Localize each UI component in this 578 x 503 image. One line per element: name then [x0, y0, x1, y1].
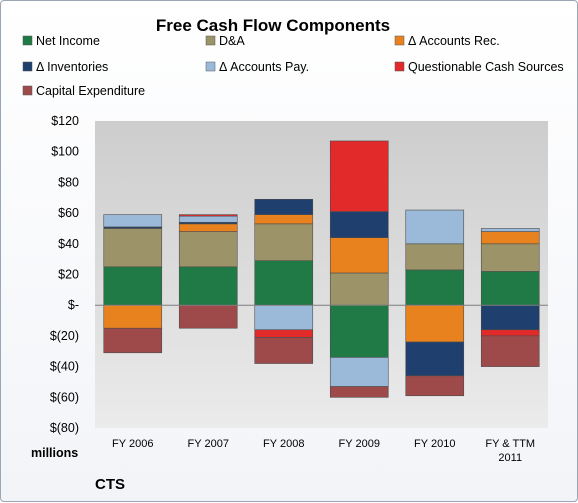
bar-segment-d-a [480, 243, 540, 272]
bar-segment-d-a [329, 272, 389, 306]
bar-segment-accounts-rec [405, 304, 465, 343]
y-tick-label: $60 [58, 206, 79, 220]
bar-segment-accounts-pay [480, 228, 540, 232]
x-category-label: FY 2010 [414, 438, 455, 450]
bar-stacks [103, 140, 540, 398]
legend-label-inventories: Δ Inventories [36, 60, 108, 74]
bar-segment-accounts-pay [405, 209, 465, 245]
y-tick-label: $120 [51, 114, 79, 128]
legend-label-accounts-rec: Δ Accounts Rec. [408, 34, 500, 48]
legend-label-accounts-pay: Δ Accounts Pay. [219, 60, 309, 74]
bar-segment-accounts-pay [103, 214, 163, 228]
bar-segment-net-income [254, 260, 314, 306]
legend-swatch-accounts-pay [205, 61, 216, 72]
bar-segment-capital-expenditure [178, 304, 238, 329]
legend-swatch-accounts-rec [394, 35, 405, 46]
y-tick-label: $(40) [50, 360, 79, 374]
bar-segment-inventories [254, 198, 314, 215]
legend-swatch-capital-expenditure [22, 85, 33, 96]
bar-segment-accounts-pay [254, 304, 314, 331]
bar-segment-questionable-cash-sources [480, 329, 540, 337]
y-tick-label: $80 [58, 175, 79, 189]
y-tick-label: $100 [51, 145, 79, 159]
x-category-label: FY & TTM 2011 [485, 438, 535, 464]
legend-swatch-inventories [22, 61, 33, 72]
bar-segment-net-income [405, 269, 465, 306]
legend-swatch-questionable-cash-sources [394, 61, 405, 72]
x-category-label: FY 2007 [188, 438, 229, 450]
y-axis-ticks: $120 $100 $80 $60 $40 $20 $- $(20) $(40) $(60) $(8… [50, 114, 79, 435]
bar-segment-questionable-cash-sources [329, 140, 389, 212]
bar-segment-d-a [103, 228, 163, 268]
unit-label: millions [31, 446, 78, 460]
bar-segment-capital-expenditure [405, 375, 465, 397]
bar-segment-accounts-rec [329, 237, 389, 274]
legend: Net Income D&A Δ Accounts Rec. Δ Inventorie… [22, 34, 564, 98]
legend-label-capital-expenditure: Capital Expenditure [36, 84, 145, 98]
bar-segment-d-a [178, 231, 238, 268]
bar-segment-capital-expenditure [329, 386, 389, 398]
legend-label-d-a: D&A [219, 34, 245, 48]
bar-segment-inventories [329, 211, 389, 238]
bar-segment-net-income [329, 304, 389, 358]
chart-title: Free Cash Flow Components [156, 16, 390, 35]
bar-segment-questionable-cash-sources [254, 329, 314, 338]
y-tick-label: $40 [58, 237, 79, 251]
legend-label-net-income: Net Income [36, 34, 100, 48]
x-category-label: FY 2006 [112, 438, 153, 450]
bar-segment-accounts-rec [480, 231, 540, 245]
y-tick-label: $(60) [50, 390, 79, 404]
bar-segment-inventories [405, 341, 465, 377]
bar-segment-accounts-rec [254, 214, 314, 225]
y-tick-label: $(20) [50, 329, 79, 343]
bar-segment-accounts-pay [178, 215, 238, 223]
bar-segment-capital-expenditure [103, 327, 163, 354]
x-axis-categories: FY 2006 FY 2007 FY 2008 FY 2009 FY 2010 FY & … [112, 438, 535, 464]
bar-segment-d-a [405, 243, 465, 271]
bar-segment-accounts-pay [329, 357, 389, 387]
bar-segment-net-income [480, 271, 540, 306]
company-label: CTS [95, 476, 125, 493]
bar-segment-inventories [480, 304, 540, 331]
x-category-label: FY 2008 [263, 438, 304, 450]
bar-segment-accounts-rec [178, 223, 238, 232]
plot-area [95, 121, 548, 428]
bar-segment-net-income [178, 266, 238, 306]
bar-segment-questionable-cash-sources [178, 214, 238, 217]
bar-segment-capital-expenditure [480, 335, 540, 367]
y-tick-label: $20 [58, 268, 79, 282]
legend-label-questionable-cash-sources: Questionable Cash Sources [408, 60, 564, 74]
bar-segment-capital-expenditure [254, 337, 314, 364]
x-category-label: FY 2009 [339, 438, 380, 450]
legend-swatch-d-a [205, 35, 216, 46]
y-tick-label: $(80) [50, 421, 79, 435]
legend-swatch-net-income [22, 35, 33, 46]
bar-segment-net-income [103, 266, 163, 306]
bar-segment-accounts-rec [103, 304, 163, 329]
y-tick-label: $- [68, 298, 79, 312]
bar-segment-d-a [254, 223, 314, 261]
